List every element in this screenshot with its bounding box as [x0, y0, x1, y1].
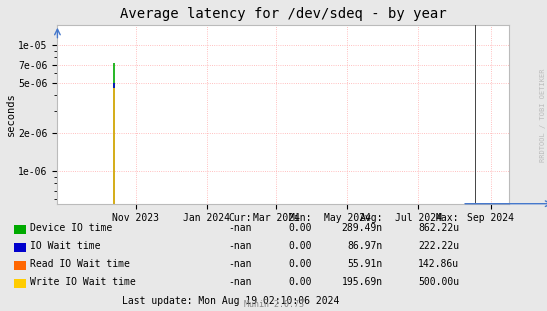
Text: Device IO time: Device IO time — [30, 223, 112, 233]
Text: 0.00: 0.00 — [288, 241, 312, 251]
Text: Last update: Mon Aug 19 02:10:06 2024: Last update: Mon Aug 19 02:10:06 2024 — [122, 296, 339, 306]
Text: Munin 2.0.73: Munin 2.0.73 — [243, 300, 304, 309]
Text: 195.69n: 195.69n — [342, 277, 383, 287]
Text: 0.00: 0.00 — [288, 223, 312, 233]
Text: Cur:: Cur: — [228, 213, 252, 223]
Text: 0.00: 0.00 — [288, 259, 312, 269]
Title: Average latency for /dev/sdeq - by year: Average latency for /dev/sdeq - by year — [120, 7, 446, 21]
Text: 55.91n: 55.91n — [348, 259, 383, 269]
Text: Write IO Wait time: Write IO Wait time — [30, 277, 136, 287]
Text: 0.00: 0.00 — [288, 277, 312, 287]
Text: -nan: -nan — [228, 277, 252, 287]
Text: 862.22u: 862.22u — [418, 223, 459, 233]
Text: 289.49n: 289.49n — [342, 223, 383, 233]
Text: 142.86u: 142.86u — [418, 259, 459, 269]
Text: RRDTOOL / TOBI OETIKER: RRDTOOL / TOBI OETIKER — [540, 68, 546, 162]
Text: -nan: -nan — [228, 241, 252, 251]
Text: IO Wait time: IO Wait time — [30, 241, 101, 251]
Text: Read IO Wait time: Read IO Wait time — [30, 259, 130, 269]
Text: -nan: -nan — [228, 223, 252, 233]
Text: 500.00u: 500.00u — [418, 277, 459, 287]
Text: 86.97n: 86.97n — [348, 241, 383, 251]
Text: Min:: Min: — [288, 213, 312, 223]
Text: 222.22u: 222.22u — [418, 241, 459, 251]
Text: Max:: Max: — [436, 213, 459, 223]
Text: Avg:: Avg: — [359, 213, 383, 223]
Y-axis label: seconds: seconds — [5, 92, 15, 136]
Text: -nan: -nan — [228, 259, 252, 269]
